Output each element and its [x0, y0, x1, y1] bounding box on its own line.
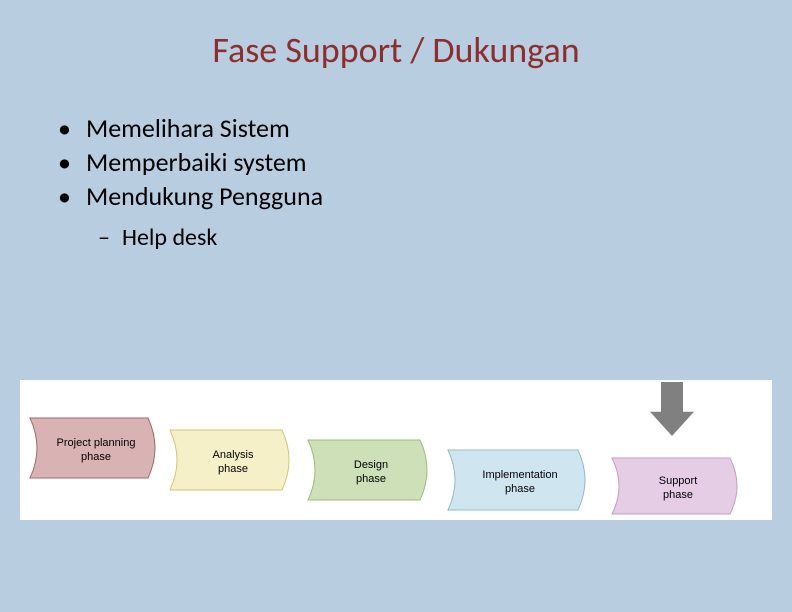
- sub-list-item: – Help desk: [98, 219, 792, 257]
- sub-list-item-label: Help desk: [122, 219, 217, 257]
- svg-text:phase: phase: [505, 483, 535, 495]
- list-item-label: Memperbaiki system: [86, 146, 307, 180]
- bullet-icon: •: [58, 146, 86, 180]
- phase-node: Implementation phase: [448, 450, 585, 510]
- bullet-icon: •: [58, 112, 86, 146]
- list-item-label: Mendukung Pengguna: [86, 180, 323, 214]
- list-item-label: Memelihara Sistem: [86, 112, 290, 146]
- svg-text:Analysis: Analysis: [213, 449, 254, 461]
- list-item: • Memperbaiki system: [58, 146, 792, 180]
- svg-text:phase: phase: [356, 473, 386, 485]
- phase-node: Support phase: [612, 458, 737, 514]
- dash-icon: –: [98, 219, 122, 257]
- svg-text:Project planning: Project planning: [57, 437, 136, 449]
- svg-text:phase: phase: [81, 451, 111, 463]
- phase-node: Project planning phase: [30, 418, 155, 478]
- bullet-list: • Memelihara Sistem • Memperbaiki system…: [58, 112, 792, 258]
- phase-diagram: Project planningphaseAnalysisphaseDesign…: [20, 380, 772, 520]
- slide-title: Fase Support / Dukungan: [0, 0, 792, 72]
- svg-text:Support: Support: [659, 475, 698, 487]
- phase-node: Analysis phase: [170, 430, 289, 490]
- down-arrow-icon: [650, 382, 694, 436]
- phase-node: Design phase: [308, 440, 427, 500]
- list-item: • Memelihara Sistem: [58, 112, 792, 146]
- svg-text:Implementation: Implementation: [482, 469, 557, 481]
- list-item: • Mendukung Pengguna: [58, 180, 792, 214]
- svg-text:Design: Design: [354, 459, 388, 471]
- phase-diagram-svg: Project planningphaseAnalysisphaseDesign…: [20, 380, 772, 520]
- bullet-icon: •: [58, 180, 86, 214]
- svg-text:phase: phase: [663, 489, 693, 501]
- svg-text:phase: phase: [218, 463, 248, 475]
